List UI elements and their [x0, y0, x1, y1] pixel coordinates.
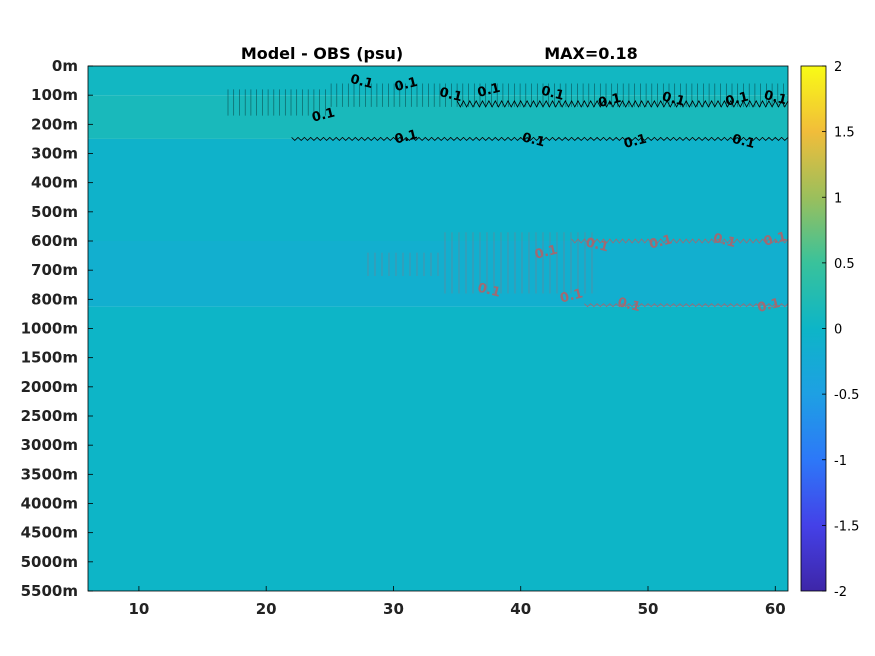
- contour-label: 0.1: [349, 72, 375, 92]
- y-tick-label: 600m: [31, 232, 78, 250]
- contour-label: 0.1: [660, 89, 686, 109]
- x-tick-label: 20: [256, 600, 277, 618]
- contour-label: 0.1: [476, 281, 502, 301]
- contour-label: 0.1: [520, 130, 546, 150]
- y-tick-label: 2500m: [21, 407, 78, 425]
- contour-label: 0.1: [711, 231, 737, 251]
- contour-labels: 0.1 0.1 0.1 0.1 0.1 0.1 0.1 0.1 0.1 0.1 0.1 0.1 0.1 0…: [310, 72, 788, 316]
- colorbar-tick-label: 2: [834, 60, 842, 75]
- x-tick-label: 40: [510, 600, 531, 618]
- max-value-label: MAX=0.18: [544, 44, 638, 63]
- x-axis: 10 20 30 40 50 60: [128, 586, 786, 618]
- y-tick-label: 1000m: [21, 320, 78, 338]
- colorbar-tick-label: -1: [834, 454, 847, 469]
- contour-label: 0.1: [533, 243, 559, 263]
- contour-label: 0.1: [597, 91, 623, 111]
- y-tick-label: 200m: [31, 115, 78, 133]
- y-tick-label: 5000m: [21, 553, 78, 571]
- x-tick-label: 50: [638, 600, 659, 618]
- chart-title: Model - OBS (psu): [241, 44, 403, 63]
- contour-line-positive: [291, 136, 789, 141]
- y-tick-label: 400m: [31, 174, 78, 192]
- heatmap-field: [88, 66, 788, 591]
- colorbar-tick-label: 1: [834, 191, 842, 206]
- contour-label: 0.1: [559, 286, 585, 306]
- contour-lines: [291, 100, 789, 308]
- y-tick-label: 100m: [31, 86, 78, 104]
- colorbar-tick-label: 1.5: [834, 126, 855, 141]
- contour-label: 0.1: [762, 229, 788, 249]
- contour-line-negative: [584, 303, 789, 308]
- y-tick-label: 300m: [31, 145, 78, 163]
- y-tick-label: 500m: [31, 203, 78, 221]
- colorbar-tick-label: -2: [834, 585, 847, 600]
- contour-line-negative: [571, 238, 789, 244]
- heatmap-plot-area: 0.1 0.1 0.1 0.1 0.1 0.1 0.1 0.1 0.1 0.1 0.1 0.1 0.1 0…: [87, 65, 789, 592]
- contour-line-positive: [456, 100, 789, 108]
- colorbar-ticks: 2 1.5 1 0.5 0 -0.5 -1 -1.5 -2: [822, 60, 859, 600]
- field-band: [88, 66, 788, 96]
- colorbar: 2 1.5 1 0.5 0 -0.5 -1 -1.5 -2: [800, 60, 859, 600]
- y-tick-label: 0m: [52, 57, 78, 75]
- colorbar-tick-label: -0.5: [834, 388, 859, 403]
- y-tick-label: 4500m: [21, 524, 78, 542]
- y-tick-label: 700m: [31, 261, 78, 279]
- colorbar-gradient: [800, 65, 827, 592]
- contour-label: 0.1: [438, 85, 464, 105]
- field-band: [88, 95, 788, 139]
- contour-label: 0.1: [393, 127, 419, 147]
- colorbar-tick-label: 0: [834, 323, 842, 338]
- colorbar-tick-label: -1.5: [834, 519, 859, 534]
- y-tick-label: 5500m: [21, 582, 78, 600]
- contour-label: 0.1: [616, 295, 642, 315]
- y-tick-label: 800m: [31, 290, 78, 308]
- y-tick-label: 3000m: [21, 436, 78, 454]
- contour-label: 0.1: [756, 296, 782, 316]
- colorbar-tick-label: 0.5: [834, 257, 855, 272]
- y-tick-label: 3500m: [21, 465, 78, 483]
- y-tick-label: 2000m: [21, 378, 78, 396]
- contour-label: 0.1: [310, 106, 336, 126]
- contour-streaks: [227, 83, 784, 294]
- contour-label: 0.1: [393, 75, 419, 95]
- contour-label: 0.1: [540, 84, 566, 104]
- y-tick-label: 1500m: [21, 349, 78, 367]
- contour-label: 0.1: [584, 235, 610, 255]
- field-band: [88, 306, 788, 591]
- contour-label: 0.1: [622, 132, 648, 152]
- contour-label: 0.1: [730, 132, 756, 152]
- x-tick-label: 60: [765, 600, 786, 618]
- contour-label: 0.1: [476, 81, 502, 101]
- x-tick-label: 30: [383, 600, 404, 618]
- contour-label: 0.1: [762, 88, 788, 108]
- x-tick-label: 10: [128, 600, 149, 618]
- contour-label: 0.1: [648, 232, 674, 252]
- contour-label: 0.1: [724, 89, 750, 109]
- y-tick-label: 4000m: [21, 495, 78, 513]
- field-band: [88, 138, 788, 241]
- y-axis: 0m 100m 200m 300m 400m 500m 600m 700m 800m 1000m 1…: [21, 57, 93, 600]
